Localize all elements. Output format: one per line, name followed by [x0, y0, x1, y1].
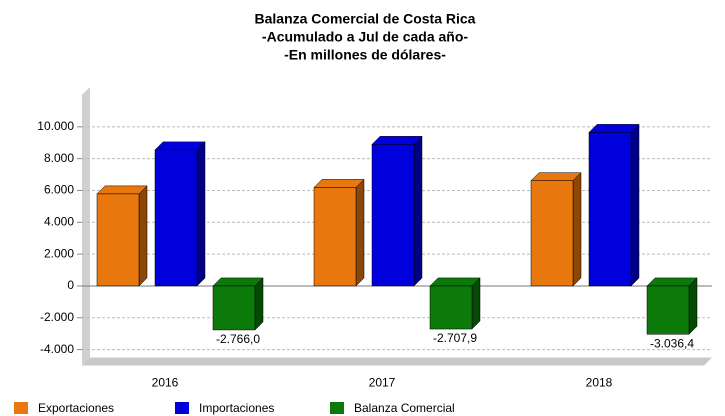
y-tick-label: -2.000	[40, 310, 74, 324]
data-label: -2.766,0	[216, 332, 260, 346]
legend-label: Exportaciones	[38, 401, 114, 415]
bar-top	[313, 179, 365, 188]
legend-swatch	[14, 402, 28, 414]
data-label: -3.036,4	[650, 336, 694, 350]
x-tick-label: 2017	[369, 376, 396, 390]
bar	[530, 180, 574, 287]
bar-top	[371, 136, 423, 145]
bar	[429, 285, 473, 330]
bar	[96, 193, 140, 287]
bar-side-shade	[472, 277, 480, 330]
y-tick-label: -4.000	[40, 342, 74, 356]
legend-swatch	[330, 402, 344, 414]
bar	[371, 144, 415, 287]
y-tick-label: 4.000	[44, 214, 74, 228]
bar-side-shade	[631, 124, 639, 286]
x-tick-label: 2016	[152, 376, 179, 390]
bar	[313, 187, 357, 287]
bar	[588, 132, 632, 287]
bar-side-shade	[414, 136, 422, 286]
bar-side-shade	[197, 141, 205, 286]
legend-label: Balanza Comercial	[354, 401, 455, 415]
data-label: -2.707,9	[433, 331, 477, 345]
legend-label: Importaciones	[199, 401, 274, 415]
bar-side-shade	[255, 277, 263, 330]
y-tick-label: 0	[67, 278, 74, 292]
bar-top	[429, 277, 481, 287]
bar-top	[588, 124, 640, 133]
chart-title: Balanza Comercial de Costa Rica	[255, 11, 476, 27]
bar-side-shade	[573, 172, 581, 286]
bar-top	[530, 172, 582, 181]
bar-side-shade	[356, 179, 364, 286]
chart-subtitle: -Acumulado a Jul de cada año-	[262, 29, 468, 45]
bar-top	[646, 277, 698, 287]
bar	[212, 285, 256, 331]
y-tick-label: 2.000	[44, 246, 74, 260]
bar-side-shade	[689, 277, 697, 335]
bar-top	[212, 277, 264, 287]
y-tick-label: 8.000	[44, 151, 74, 165]
bar-top	[96, 185, 148, 195]
x-tick-label: 2018	[586, 376, 613, 390]
y-tick-label: 6.000	[44, 183, 74, 197]
bar	[646, 285, 690, 335]
legend-swatch	[175, 402, 189, 414]
bar	[154, 149, 198, 287]
y-tick-label: 10.000	[37, 119, 74, 133]
chart-subtitle: -En millones de dólares-	[284, 47, 446, 63]
bar-top	[154, 141, 206, 151]
bar-side-shade	[139, 185, 147, 286]
floor	[82, 357, 712, 366]
side-wall	[82, 87, 90, 366]
